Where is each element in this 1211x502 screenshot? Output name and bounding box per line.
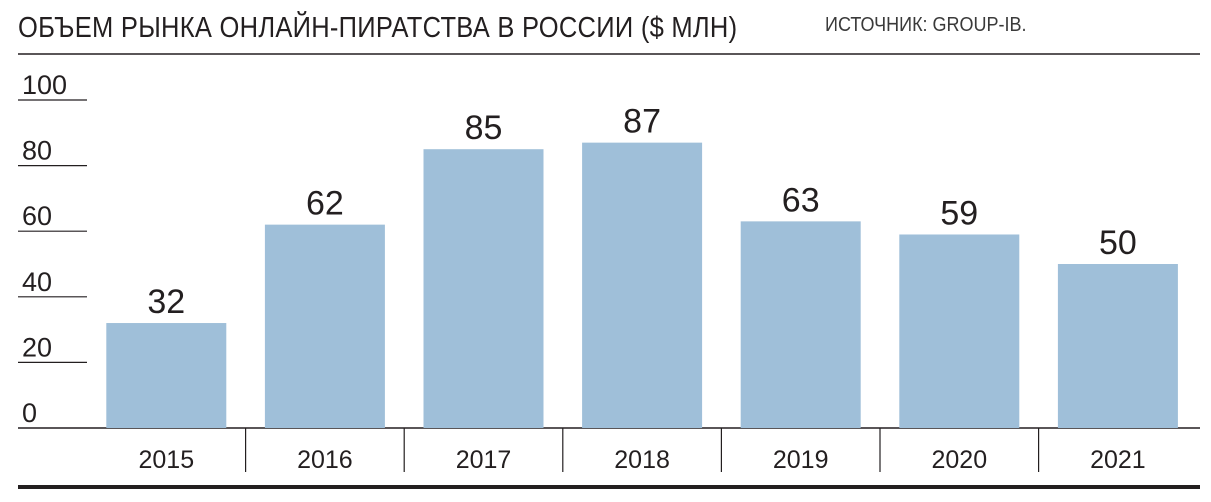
y-tick-label: 80 [22,136,52,166]
chart-header: ОБЪЕМ РЫНКА ОНЛАЙН-ПИРАТСТВА В РОССИИ ($… [18,6,836,50]
x-tick-label: 2018 [614,446,670,474]
bar [1057,264,1178,428]
bar-value-label: 85 [465,109,503,147]
y-tick-label: 40 [22,267,52,297]
bar [740,221,861,428]
x-tick-label: 2015 [138,446,194,474]
bar-value-label: 87 [623,103,661,141]
x-tick-label: 2019 [773,446,829,474]
y-tick-label: 0 [22,398,37,428]
bar-value-label: 59 [940,194,978,232]
chart-title: ОБЪЕМ РЫНКА ОНЛАЙН-ПИРАТСТВА В РОССИИ ($… [18,12,738,44]
x-tick-label: 2021 [1090,446,1146,474]
bar [582,142,703,428]
bar-value-label: 50 [1099,224,1137,262]
bar-value-label: 32 [147,283,185,321]
bar-value-label: 63 [782,181,820,219]
bar [899,234,1020,428]
chart-source: ИСТОЧНИК: GROUP-IB. [825,14,1027,36]
x-tick-label: 2020 [931,446,987,474]
bars: 32 62 85 87 63 59 50 [106,103,1178,428]
y-axis: 0 20 40 60 80 100 [18,70,87,428]
x-tick-label: 2017 [456,446,512,474]
x-axis: 2015 2016 2017 2018 2019 2020 2021 [138,428,1146,474]
bar [264,224,385,428]
bar [423,149,544,428]
x-tick-label: 2016 [297,446,353,474]
y-tick-label: 100 [22,70,67,100]
bar-value-label: 62 [306,185,344,223]
y-tick-label: 60 [22,201,52,231]
y-tick-label: 20 [22,332,52,362]
bar [106,323,227,428]
